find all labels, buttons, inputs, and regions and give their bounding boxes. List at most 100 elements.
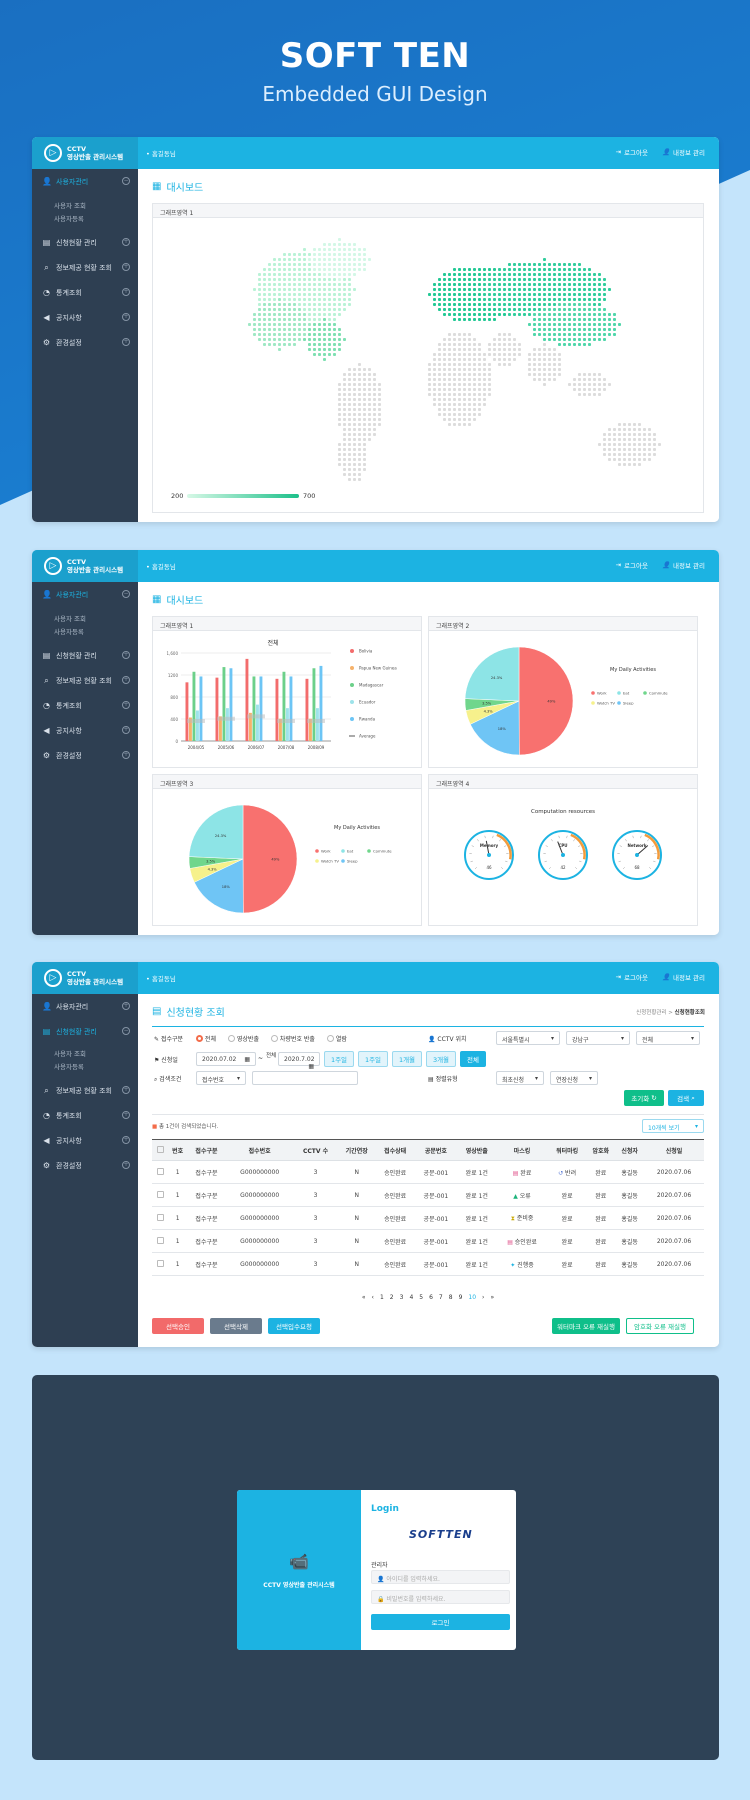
sidebar-item-user-mgmt[interactable]: 👤 사용자관리 + bbox=[32, 994, 138, 1019]
approve-selected-button[interactable]: 선택승인 bbox=[152, 1318, 204, 1334]
table-row[interactable]: 1 접수구분 G000000000 3 N 승인완료 공문-001 완료 1건 ▲ 오류 완료 완료… bbox=[152, 1183, 704, 1207]
myinfo-button[interactable]: 👤 내정보 관리 bbox=[662, 147, 705, 157]
sidebar-sub-user-search[interactable]: 사용자 조회 bbox=[54, 1050, 86, 1058]
app-logo[interactable]: ▷ CCTV 영상반출 관리시스템 bbox=[32, 550, 138, 582]
page-number[interactable]: 5 bbox=[419, 1294, 424, 1301]
sidebar-sub-user-register[interactable]: 사용자등록 bbox=[54, 628, 84, 636]
login-button[interactable]: 로그인 bbox=[371, 1614, 510, 1630]
page-number[interactable]: 7 bbox=[438, 1294, 443, 1301]
page-number[interactable]: 4 bbox=[409, 1294, 414, 1301]
app-logo[interactable]: ▷ CCTV 영상반출 관리시스템 bbox=[32, 962, 138, 994]
page-number[interactable]: 9 bbox=[458, 1294, 463, 1301]
per-page-select[interactable]: 10개씩 보기 ▾ bbox=[642, 1119, 704, 1133]
next-page-icon[interactable]: › bbox=[482, 1294, 485, 1301]
period-button-all[interactable]: 전체 bbox=[460, 1051, 486, 1067]
sidebar-item-user-mgmt[interactable]: 👤 사용자관리 − bbox=[32, 582, 138, 607]
table-row[interactable]: 1 접수구분 G000000000 3 N 승인완료 공문-001 완료 1건 ✦ 진행중 완료 완… bbox=[152, 1252, 704, 1276]
row-checkbox[interactable] bbox=[156, 1190, 164, 1198]
district-select[interactable]: 강남구 ▾ bbox=[566, 1031, 630, 1045]
reset-button[interactable]: 초기화 ↻ bbox=[624, 1090, 664, 1106]
page-number[interactable]: 3 bbox=[399, 1294, 404, 1301]
period-button-4[interactable]: 3개월 bbox=[426, 1051, 456, 1067]
sort-select-1[interactable]: 최초신청 ▾ bbox=[496, 1071, 544, 1085]
sort-select-2[interactable]: 연장신청 ▾ bbox=[550, 1071, 598, 1085]
column-header[interactable]: 기간연장 bbox=[337, 1139, 376, 1161]
sidebar-sub-user-register[interactable]: 사용자등록 bbox=[54, 215, 84, 223]
sidebar-item-settings[interactable]: ⚙ 환경설정 + bbox=[32, 1153, 138, 1178]
search-button[interactable]: 검색 ⌕ bbox=[668, 1090, 704, 1106]
select-all-checkbox[interactable] bbox=[156, 1145, 164, 1153]
login-password-input[interactable]: 🔒 비밀번호를 입력하세요. bbox=[371, 1590, 510, 1604]
page-number[interactable]: 8 bbox=[448, 1294, 453, 1301]
table-row[interactable]: 1 접수구분 G000000000 3 N 승인완료 공문-001 완료 1건 ▤ 완료 ↺ 반려… bbox=[152, 1160, 704, 1184]
sidebar-item-notice[interactable]: ◀ 공지사항 + bbox=[32, 305, 138, 330]
login-id-input[interactable]: 👤 아이디를 입력하세요. bbox=[371, 1570, 510, 1584]
sidebar-item-apply-status[interactable]: ▤ 신청현황 관리 + bbox=[32, 643, 138, 668]
prev-page-icon[interactable]: ‹ bbox=[371, 1294, 374, 1301]
column-header[interactable]: 신청자 bbox=[615, 1139, 645, 1161]
first-page-icon[interactable]: « bbox=[361, 1294, 366, 1301]
date-to-input[interactable]: 2020.7.02 ▦ bbox=[278, 1052, 320, 1070]
column-header[interactable]: 접수상태 bbox=[375, 1139, 415, 1161]
period-button-3[interactable]: 1개월 bbox=[392, 1051, 422, 1067]
column-header[interactable]: CCTV 수 bbox=[293, 1139, 338, 1161]
breadcrumb-parent[interactable]: 신청현황관리 > bbox=[636, 1010, 673, 1016]
period-button-1[interactable]: 1주일 bbox=[324, 1051, 354, 1067]
sidebar-item-stats[interactable]: ◔ 통계조회 + bbox=[32, 693, 138, 718]
sidebar-item-info-status[interactable]: ⌕ 정보제공 현황 조회 + bbox=[32, 668, 138, 693]
date-from-input[interactable]: 2020.07.02 ▦ bbox=[196, 1052, 256, 1066]
bulk-request-button[interactable]: 선택입수요청 bbox=[268, 1318, 320, 1334]
sidebar-sub-user-search[interactable]: 사용자 조회 bbox=[54, 615, 86, 623]
row-checkbox[interactable] bbox=[156, 1259, 164, 1267]
column-header[interactable]: 공문번호 bbox=[414, 1139, 458, 1161]
column-header[interactable]: 신청일 bbox=[644, 1139, 704, 1161]
logout-button[interactable]: ⇥ 로그아웃 bbox=[616, 972, 648, 982]
column-header[interactable]: 마스킹 bbox=[496, 1139, 548, 1161]
myinfo-button[interactable]: 👤 내정보 관리 bbox=[662, 972, 705, 982]
column-header[interactable]: 접수구분 bbox=[187, 1139, 226, 1161]
sidebar-item-stats[interactable]: ◔ 통계조회 + bbox=[32, 280, 138, 305]
delete-selected-button[interactable]: 선택삭제 bbox=[210, 1318, 262, 1334]
sidebar-item-notice[interactable]: ◀ 공지사항 + bbox=[32, 718, 138, 743]
radio-all[interactable]: 전체 bbox=[196, 1034, 216, 1043]
city-select[interactable]: 서울특별시 ▾ bbox=[496, 1031, 560, 1045]
sidebar-sub-user-search[interactable]: 사용자 조회 bbox=[54, 202, 86, 210]
sidebar-item-info-status[interactable]: ⌕ 정보제공 현황 조회 + bbox=[32, 255, 138, 280]
condition-select[interactable]: 접수번호 ▾ bbox=[196, 1071, 246, 1085]
logout-button[interactable]: ⇥ 로그아웃 bbox=[616, 560, 648, 570]
row-checkbox[interactable] bbox=[156, 1167, 164, 1175]
watermark-retry-button[interactable]: 워터마크 오류 재실행 bbox=[552, 1318, 620, 1334]
radio-photo[interactable]: 열람 bbox=[326, 1034, 347, 1043]
radio-car[interactable]: 차량번호 반출 bbox=[270, 1034, 315, 1043]
myinfo-button[interactable]: 👤 내정보 관리 bbox=[662, 560, 705, 570]
sidebar-item-settings[interactable]: ⚙ 환경설정 + bbox=[32, 743, 138, 768]
logout-button[interactable]: ⇥ 로그아웃 bbox=[616, 147, 648, 157]
table-row[interactable]: 1 접수구분 G000000000 3 N 승인완료 공문-001 완료 1건 ▤ 승인완료 완료… bbox=[152, 1229, 704, 1253]
table-row[interactable]: 1 접수구분 G000000000 3 N 승인완료 공문-001 완료 1건 ⧗ 준비중 완료 완… bbox=[152, 1206, 704, 1230]
area-select[interactable]: 전체 ▾ bbox=[636, 1031, 700, 1045]
column-header[interactable]: 암호화 bbox=[586, 1139, 616, 1161]
keyword-input[interactable] bbox=[252, 1071, 358, 1085]
sidebar-item-info-status[interactable]: ⌕ 정보제공 현황 조회 + bbox=[32, 1078, 138, 1103]
column-header[interactable]: 접수번호 bbox=[225, 1139, 294, 1161]
page-number[interactable]: 1 bbox=[379, 1294, 384, 1301]
column-header[interactable]: 영상반출 bbox=[457, 1139, 497, 1161]
page-number[interactable]: 10 bbox=[468, 1294, 477, 1301]
page-number[interactable]: 6 bbox=[429, 1294, 433, 1301]
last-page-icon[interactable]: » bbox=[490, 1294, 495, 1301]
page-number[interactable]: 2 bbox=[389, 1294, 394, 1301]
row-checkbox[interactable] bbox=[156, 1236, 164, 1244]
sidebar-item-notice[interactable]: ◀ 공지사항 + bbox=[32, 1128, 138, 1153]
sidebar-item-apply-status[interactable]: ▤ 신청현황 관리 + bbox=[32, 230, 138, 255]
app-logo[interactable]: ▷ CCTV 영상반출 관리시스템 bbox=[32, 137, 138, 169]
sidebar-item-apply-status[interactable]: ▤ 신청현황 관리 − bbox=[32, 1019, 138, 1044]
sidebar-item-stats[interactable]: ◔ 통계조회 + bbox=[32, 1103, 138, 1128]
encryption-retry-button[interactable]: 암호화 오류 재실행 bbox=[626, 1318, 694, 1334]
column-header[interactable]: 워터마킹 bbox=[547, 1139, 587, 1161]
row-checkbox[interactable] bbox=[156, 1213, 164, 1221]
sidebar-item-user-mgmt[interactable]: 👤 사용자관리 − bbox=[32, 169, 138, 194]
sidebar-item-settings[interactable]: ⚙ 환경설정 + bbox=[32, 330, 138, 355]
column-header[interactable]: 번호 bbox=[168, 1139, 188, 1161]
radio-video[interactable]: 영상반출 bbox=[227, 1034, 259, 1043]
sidebar-sub-user-register[interactable]: 사용자등록 bbox=[54, 1063, 84, 1071]
